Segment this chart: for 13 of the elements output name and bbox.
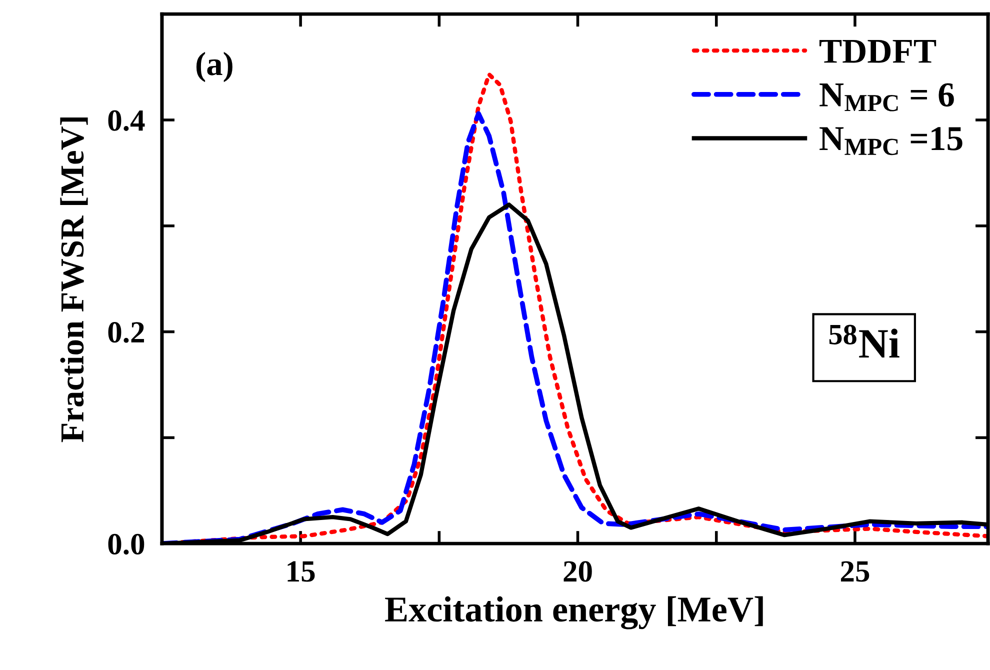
y-tick-label: 0.0 [108, 534, 144, 555]
annotation: $^{58}$Ni [829, 324, 900, 358]
x-tick-label: 20 [564, 561, 592, 582]
x-tick-label: 15 [288, 561, 315, 582]
annotation: (a) [196, 52, 232, 82]
y-tick-label: 0.2 [108, 322, 144, 343]
x-axis-title: Excitation energy [MeV] [385, 596, 763, 630]
x-tick-label: 25 [840, 561, 870, 582]
y-axis-title: Fraction FWSR [MeV] [60, 117, 88, 442]
y-tick-label: 0.4 [108, 110, 145, 132]
legend-label: TDDFT [819, 40, 936, 63]
legend-label: N$_{MPC}$ =15 [820, 127, 962, 156]
legend-label: N$_{MPC}$ = 6 [820, 83, 954, 112]
